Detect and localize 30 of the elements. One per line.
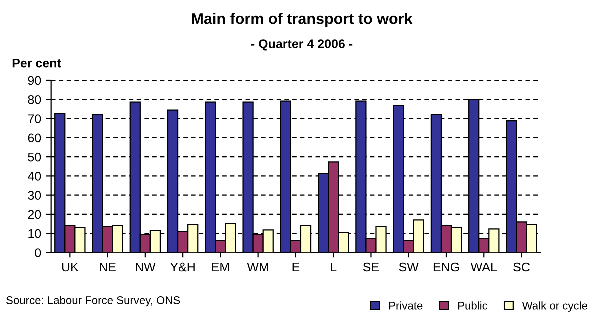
y-tick-label: 20 xyxy=(28,210,42,220)
y-tick-label: 60 xyxy=(28,134,42,143)
x-tick-label: UK xyxy=(62,262,79,272)
x-tick-label: L xyxy=(331,262,337,272)
x-tick-label: EM xyxy=(212,262,230,272)
y-tick-label: 80 xyxy=(28,95,42,104)
chart-title: Main form of transport to work xyxy=(192,13,413,28)
x-tick-label: ENG xyxy=(434,262,460,272)
legend-label: Private xyxy=(390,302,423,310)
x-tick-label: NW xyxy=(136,262,156,272)
x-tick-label: SC xyxy=(514,262,530,272)
y-tick-label: 0 xyxy=(35,248,42,258)
source-note: Source: Labour Force Survey, ONS xyxy=(6,296,180,307)
y-tick-label: 50 xyxy=(28,152,42,162)
x-tick-label: Y&H xyxy=(170,262,195,272)
x-tick-label: SE xyxy=(363,262,380,272)
x-tick-label: SW xyxy=(399,262,419,272)
y-tick-label: 10 xyxy=(28,229,42,238)
y-tick-label: 70 xyxy=(28,114,42,124)
y-tick-label: 30 xyxy=(28,191,42,200)
y-axis-title: Per cent xyxy=(12,59,62,68)
x-tick-label: NE xyxy=(100,262,116,272)
chart-subtitle: - Quarter 4 2006 - xyxy=(251,40,353,51)
legend-label: Walk or cycle xyxy=(522,302,588,312)
legend-label: Public xyxy=(458,302,488,310)
y-tick-label: 40 xyxy=(28,172,42,181)
x-tick-label: E xyxy=(292,262,300,272)
x-tick-label: WM xyxy=(247,262,268,272)
y-tick-label: 90 xyxy=(28,76,42,86)
x-tick-label: WAL xyxy=(470,262,498,272)
